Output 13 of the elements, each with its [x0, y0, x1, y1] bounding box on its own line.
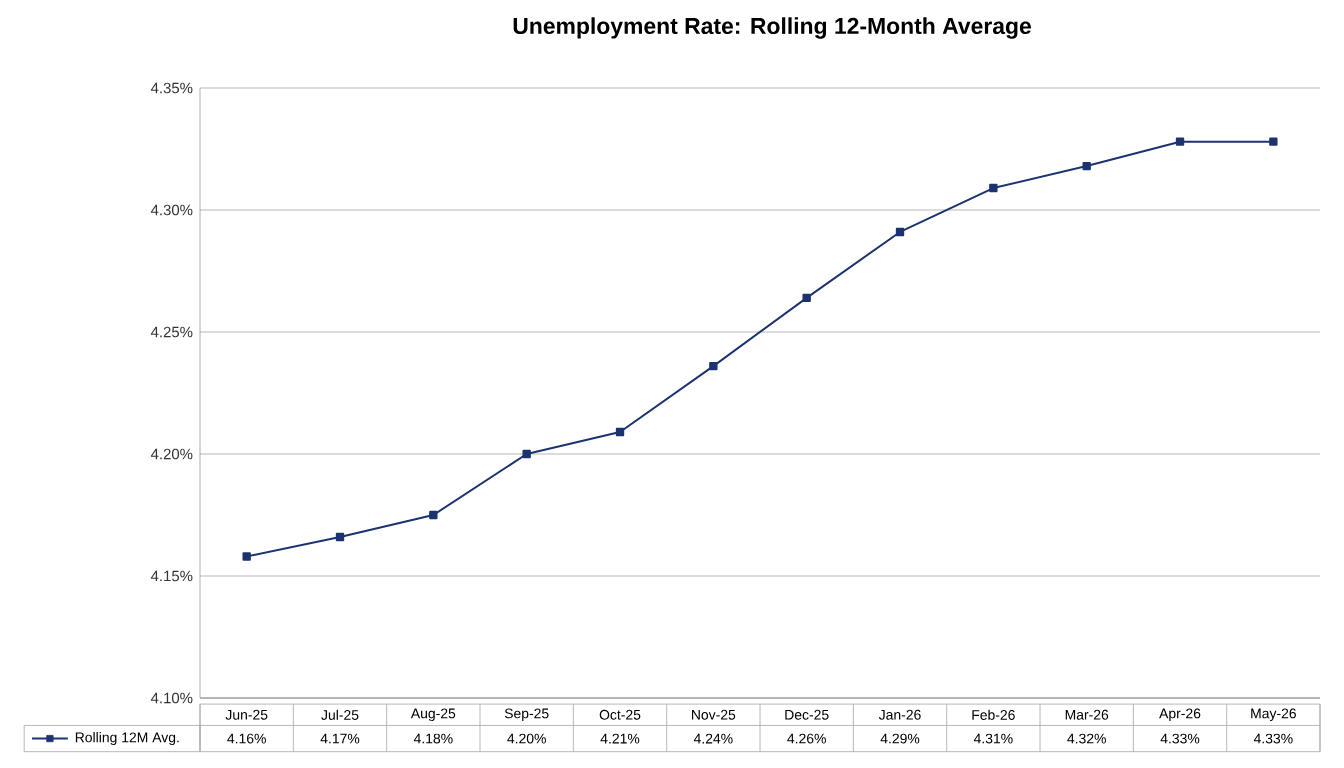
- point: [1269, 137, 1278, 146]
- point: [802, 293, 811, 303]
- point: [335, 532, 345, 542]
- point: [1082, 161, 1091, 171]
- point: [242, 552, 251, 561]
- point: [709, 361, 718, 371]
- point: [989, 183, 998, 193]
- point: [522, 449, 531, 459]
- chart-title: Unemployment Rate: Rolling 12-Month Average: [513, 17, 1031, 39]
- point: [429, 510, 438, 520]
- point: [615, 427, 625, 437]
- point: [895, 227, 905, 237]
- point: [1175, 137, 1185, 146]
